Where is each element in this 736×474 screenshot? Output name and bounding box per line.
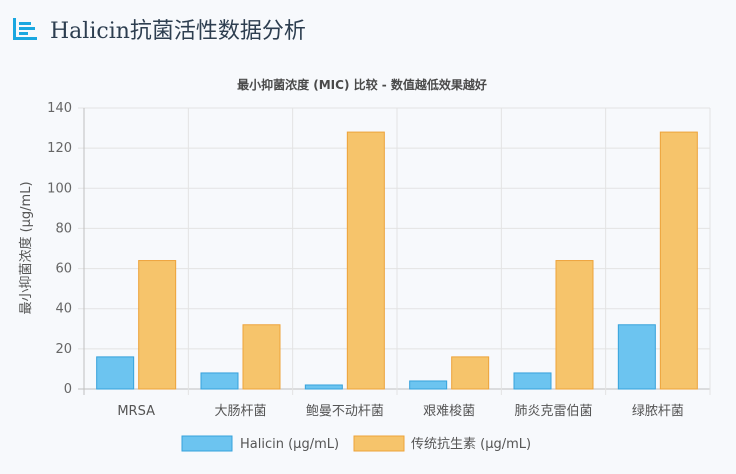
bar-traditional	[138, 260, 177, 390]
x-category-label: 绿脓杆菌	[632, 403, 684, 419]
x-category-label: 艰难梭菌	[423, 403, 475, 419]
bar-traditional	[659, 131, 698, 390]
y-tick-label: 120	[47, 141, 72, 156]
bar-halicin	[513, 372, 552, 390]
bar-halicin	[304, 384, 343, 390]
y-tick-label: 40	[55, 302, 72, 317]
x-category-label: MRSA	[117, 404, 155, 419]
legend-swatch[interactable]	[181, 435, 233, 452]
x-category-label: 鲍曼不动杆菌	[306, 404, 384, 419]
x-category-label: 大肠杆菌	[214, 404, 266, 419]
y-tick-label: 20	[55, 342, 72, 357]
bar-traditional	[555, 260, 594, 390]
bar-halicin	[409, 380, 448, 390]
bar-halicin	[200, 372, 239, 390]
bar-traditional	[346, 131, 385, 390]
legend-label[interactable]: Halicin (μg/mL)	[240, 437, 339, 452]
x-category-label: 肺炎克雷伯菌	[514, 404, 592, 419]
y-tick-label: 0	[64, 382, 72, 397]
legend-swatch[interactable]	[353, 435, 405, 452]
legend-label[interactable]: 传统抗生素 (μg/mL)	[411, 437, 531, 452]
y-tick-label: 140	[47, 101, 72, 116]
bar-halicin	[617, 324, 656, 390]
y-tick-label: 80	[55, 221, 72, 236]
page-header: Halicin抗菌活性数据分析	[12, 12, 306, 46]
page-title: Halicin抗菌活性数据分析	[50, 19, 306, 44]
y-axis-title: 最小抑菌浓度 (μg/mL)	[18, 181, 34, 314]
bar-chart-icon	[13, 18, 37, 40]
bar-halicin	[96, 356, 135, 390]
bar-traditional	[242, 324, 281, 390]
y-tick-label: 60	[55, 262, 72, 277]
chart-title: 最小抑菌浓度 (MIC) 比较 - 数值越低效果越好	[237, 77, 487, 92]
bar-traditional	[451, 356, 490, 390]
y-tick-label: 100	[47, 181, 72, 196]
